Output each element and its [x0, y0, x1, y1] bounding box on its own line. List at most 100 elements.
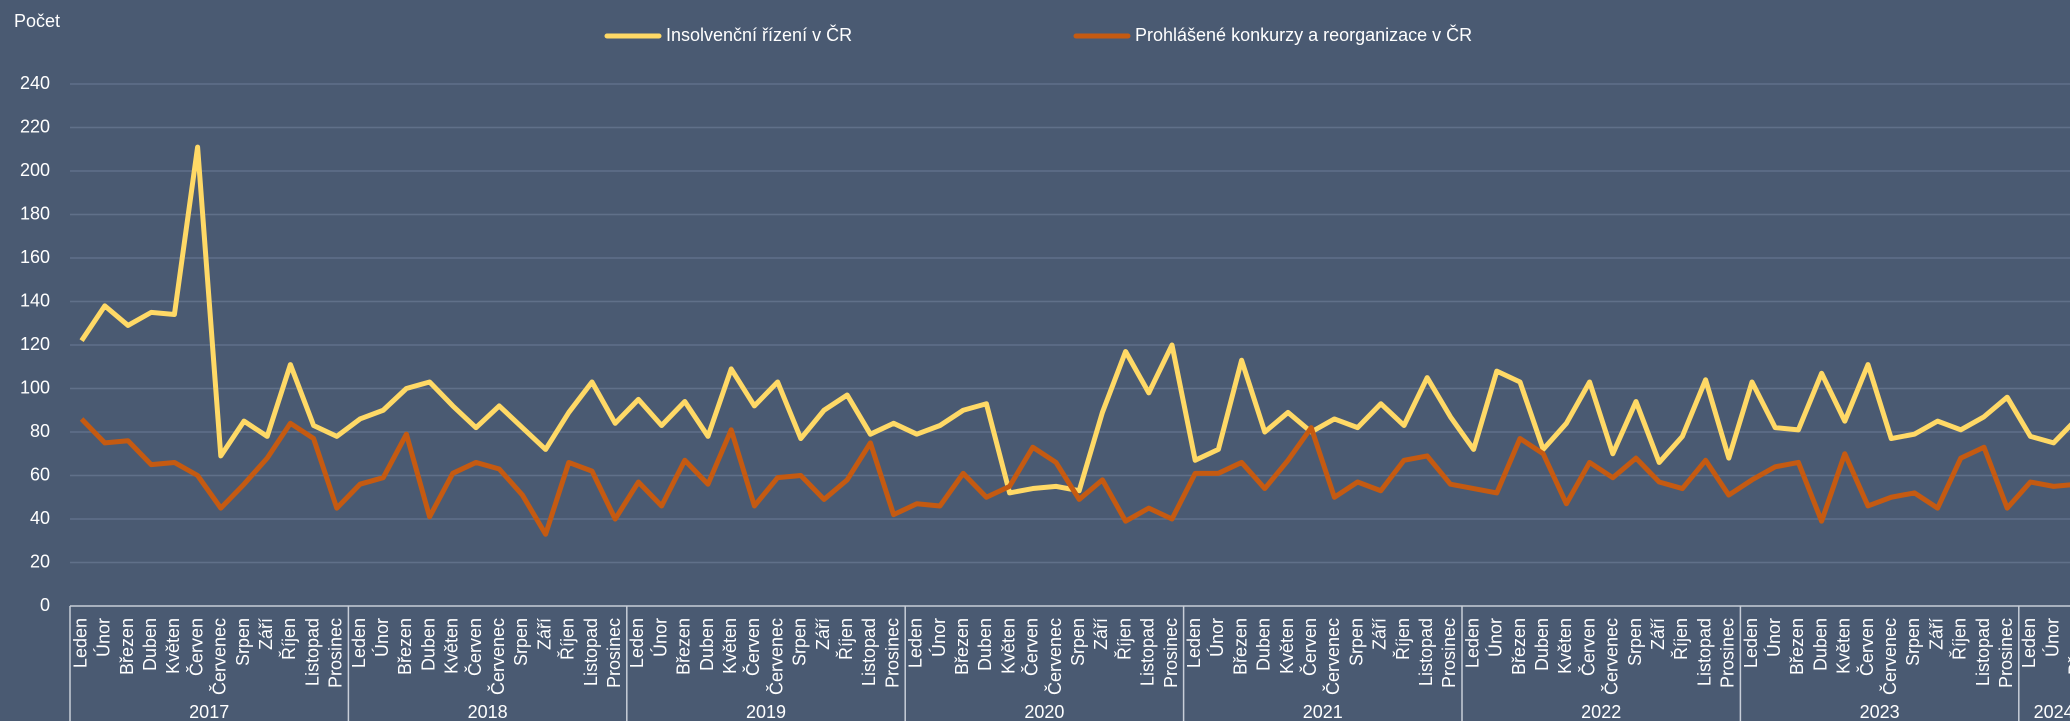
x-tick-label: Červen	[1856, 618, 1877, 676]
x-tick-label: Únor	[2041, 618, 2062, 657]
year-label: 2023	[1860, 702, 1900, 721]
x-tick-label: Duben	[697, 618, 717, 671]
x-tick-label: Říjen	[279, 618, 299, 660]
x-tick-label: Květen	[998, 618, 1018, 674]
x-tick-label: Září	[1926, 618, 1946, 650]
x-tick-label: Červen	[1021, 618, 1042, 676]
x-tick-label: Březen	[674, 618, 694, 675]
x-tick-label: Únor	[1206, 618, 1227, 657]
x-tick-label: Srpen	[1625, 618, 1645, 666]
legend-label: Prohlášené konkurzy a reorganizace v ČR	[1135, 24, 1472, 45]
series-line	[79, 417, 2070, 537]
x-tick-label: Prosinec	[1718, 618, 1738, 688]
x-tick-label: Červen	[185, 618, 206, 676]
year-label: 2020	[1024, 702, 1064, 721]
y-axis-label: Počet	[14, 11, 60, 31]
x-tick-label: Duben	[1532, 618, 1552, 671]
x-tick-label: Květen	[1555, 618, 1575, 674]
x-tick-label: Září	[256, 618, 276, 650]
x-tick-label: Únor	[649, 618, 670, 657]
x-tick-label: Květen	[442, 618, 462, 674]
x-tick-label: Březen	[952, 618, 972, 675]
x-tick-label: Duben	[975, 618, 995, 671]
x-tick-label: Listopad	[1138, 618, 1158, 686]
year-label: 2021	[1303, 702, 1343, 721]
x-tick-label: Prosinec	[882, 618, 902, 688]
x-tick-label: Listopad	[1973, 618, 1993, 686]
x-tick-label: Leden	[349, 618, 369, 668]
y-tick-label: 120	[20, 334, 50, 354]
x-tick-label: Leden	[2019, 618, 2039, 668]
year-label: 2022	[1581, 702, 1621, 721]
y-tick-label: 80	[30, 421, 50, 441]
x-tick-label: Listopad	[302, 618, 322, 686]
x-tick-label: Červen	[464, 618, 485, 676]
x-tick-label: Únor	[928, 618, 949, 657]
x-tick-label: Červenec	[765, 618, 786, 695]
x-tick-label: Srpen	[1068, 618, 1088, 666]
x-tick-label: Červenec	[1044, 618, 1065, 695]
x-tick-label: Leden	[627, 618, 647, 668]
x-tick-label: Srpen	[233, 618, 253, 666]
x-tick-label: Prosinec	[1996, 618, 2016, 688]
x-tick-label: Listopad	[859, 618, 879, 686]
x-tick-label: Prosinec	[1439, 618, 1459, 688]
x-tick-label: Duben	[418, 618, 438, 671]
x-tick-label: Červenec	[1879, 618, 1900, 695]
x-tick-label: Září	[534, 618, 554, 650]
y-tick-label: 160	[20, 247, 50, 267]
x-tick-label: Leden	[906, 618, 926, 668]
x-tick-label: Duben	[1810, 618, 1830, 671]
x-tick-label: Únor	[93, 618, 114, 657]
x-tick-label: Listopad	[581, 618, 601, 686]
x-tick-label: Září	[1648, 618, 1668, 650]
x-tick-label: Listopad	[1694, 618, 1714, 686]
x-tick-label: Prosinec	[604, 618, 624, 688]
x-tick-label: Září	[813, 618, 833, 650]
x-tick-label: Říjen	[836, 618, 856, 660]
x-tick-label: Březen	[1787, 618, 1807, 675]
x-tick-label: Červenec	[1601, 618, 1622, 695]
y-tick-label: 40	[30, 508, 50, 528]
year-label: 2018	[468, 702, 508, 721]
x-tick-label: Leden	[70, 618, 90, 668]
x-tick-label: Říjen	[1393, 618, 1413, 660]
y-tick-label: 240	[20, 73, 50, 93]
y-tick-label: 100	[20, 377, 50, 397]
x-tick-label: Říjen	[1114, 618, 1134, 660]
x-tick-label: Prosinec	[326, 618, 346, 688]
y-tick-label: 200	[20, 160, 50, 180]
x-tick-label: Září	[1370, 618, 1390, 650]
x-tick-label: Květen	[163, 618, 183, 674]
x-tick-label: Únor	[1485, 618, 1506, 657]
legend-label: Insolvenční řízení v ČR	[666, 24, 852, 45]
x-tick-label: Březen	[117, 618, 137, 675]
x-tick-label: Červenec	[209, 618, 230, 695]
year-label: 2017	[189, 702, 229, 721]
x-tick-label: Srpen	[1346, 618, 1366, 666]
year-label: 2019	[746, 702, 786, 721]
x-tick-label: Leden	[1462, 618, 1482, 668]
x-tick-label: Leden	[1741, 618, 1761, 668]
y-tick-label: 20	[30, 551, 50, 571]
x-tick-label: Říjen	[1950, 618, 1970, 660]
x-tick-label: Červenec	[487, 618, 508, 695]
x-tick-label: Srpen	[511, 618, 531, 666]
year-label: 2024	[2034, 702, 2070, 721]
x-tick-label: Únor	[1763, 618, 1784, 657]
x-tick-label: Červen	[1299, 618, 1320, 676]
x-tick-label: Březen	[2066, 618, 2070, 675]
x-tick-label: Květen	[720, 618, 740, 674]
y-tick-label: 60	[30, 464, 50, 484]
y-tick-label: 180	[20, 203, 50, 223]
x-tick-label: Březen	[1230, 618, 1250, 675]
x-tick-label: Duben	[140, 618, 160, 671]
x-tick-label: Prosinec	[1161, 618, 1181, 688]
x-tick-label: Leden	[1184, 618, 1204, 668]
y-tick-label: 220	[20, 116, 50, 136]
x-tick-label: Únor	[371, 618, 392, 657]
x-tick-label: Červen	[742, 618, 763, 676]
